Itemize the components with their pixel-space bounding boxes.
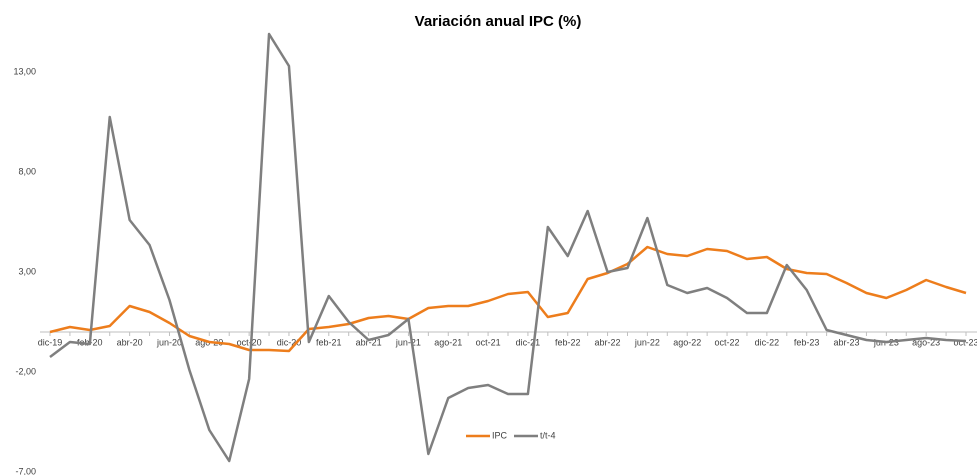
x-tick-label: oct-23 (953, 337, 977, 347)
x-tick-label: jun-21 (395, 337, 421, 347)
x-tick-label: oct-22 (715, 337, 740, 347)
x-tick-label: abr-20 (117, 337, 143, 347)
series-line (49, 32, 967, 463)
y-tick-label: -2,00 (15, 366, 36, 376)
y-tick-label: 13,00 (13, 66, 36, 76)
x-tick-label: dic-20 (277, 337, 302, 347)
x-tick-label: feb-23 (794, 337, 820, 347)
legend-label: t/t-4 (540, 430, 556, 440)
x-tick-label: feb-22 (555, 337, 581, 347)
x-tick-label: jun-22 (634, 337, 660, 347)
x-tick-label: dic-19 (38, 337, 63, 347)
x-tick-label: ago-23 (912, 337, 940, 347)
x-tick-label: dic-21 (516, 337, 541, 347)
legend-label: IPC (492, 430, 508, 440)
x-tick-label: ago-21 (434, 337, 462, 347)
x-tick-label: oct-20 (237, 337, 262, 347)
x-tick-label: dic-22 (755, 337, 780, 347)
chart-title: Variación anual IPC (%) (415, 13, 582, 30)
x-tick-label: abr-21 (356, 337, 382, 347)
y-tick-label: 8,00 (18, 166, 36, 176)
x-tick-label: ago-22 (673, 337, 701, 347)
x-tick-label: oct-21 (476, 337, 501, 347)
y-tick-label: 3,00 (18, 266, 36, 276)
x-tick-label: jun-20 (156, 337, 182, 347)
x-tick-label: abr-23 (834, 337, 860, 347)
x-tick-label: feb-21 (316, 337, 342, 347)
y-tick-label: -7,00 (15, 466, 36, 475)
x-tick-label: abr-22 (595, 337, 621, 347)
series-line (49, 245, 967, 353)
